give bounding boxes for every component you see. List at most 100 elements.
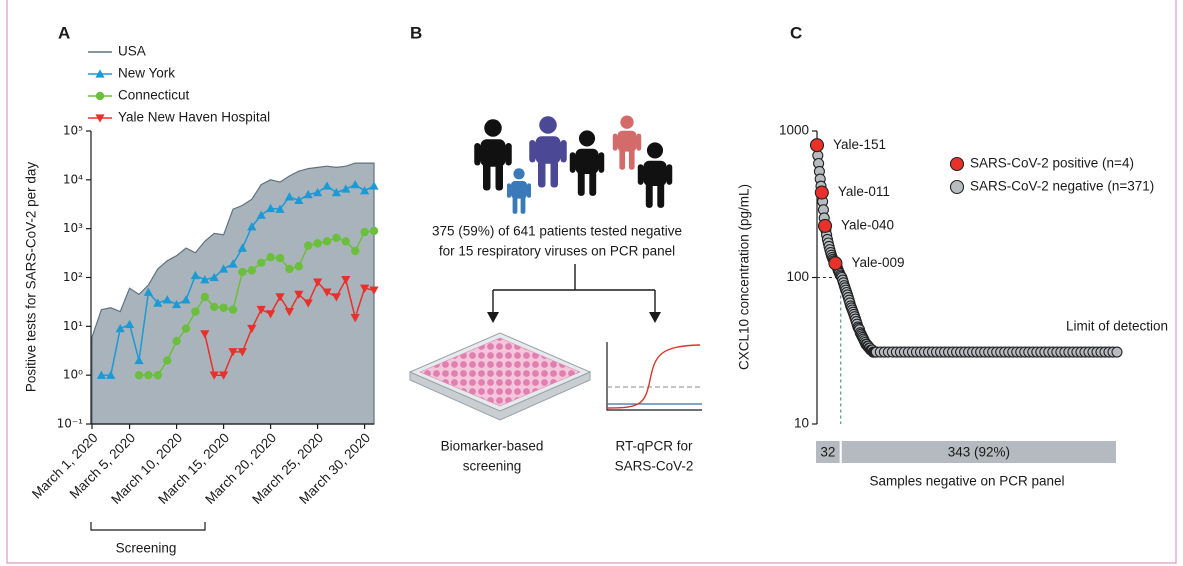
marker [134, 355, 144, 365]
y-tick-label: 10⁵ [63, 124, 83, 138]
marker [369, 226, 379, 236]
marker [228, 259, 238, 268]
marker [181, 295, 191, 304]
caption: 375 (59%) of 641 patients tested negativ… [432, 224, 682, 239]
marker [163, 356, 172, 365]
marker [247, 222, 257, 231]
point [817, 218, 833, 233]
patient-icons [474, 115, 673, 214]
count-label: 343 (92%) [948, 445, 1010, 460]
panel-label: A [58, 23, 70, 42]
marker [162, 295, 172, 304]
branch-label: Biomarker-based [441, 439, 544, 454]
marker [360, 227, 369, 237]
marker [284, 307, 294, 317]
point-label: Yale-040 [841, 217, 894, 232]
marker [181, 324, 191, 333]
marker [219, 264, 229, 273]
legend-label: Yale New Haven Hospital [118, 110, 270, 125]
marker [257, 258, 266, 267]
marker [115, 323, 125, 333]
marker [332, 233, 341, 243]
count-label: 32 [820, 445, 835, 460]
marker [256, 305, 266, 315]
y-tick-label: 10¹ [63, 319, 83, 333]
point-label: Yale-151 [833, 137, 886, 152]
marker [237, 243, 247, 252]
legend-label: SARS-CoV-2 positive (n=4) [970, 156, 1134, 171]
marker [200, 275, 210, 284]
marker [351, 246, 360, 256]
marker [200, 330, 210, 339]
point [1111, 346, 1123, 358]
y-tick-label: 1000 [779, 123, 809, 138]
marker [313, 278, 323, 287]
marker [313, 187, 323, 197]
marker [360, 284, 370, 293]
marker [275, 204, 285, 213]
y-tick-label: 10⁰ [63, 368, 83, 382]
y-tick-label: 10⁴ [63, 172, 83, 186]
y-tick-label: 100 [786, 269, 809, 284]
marker [294, 262, 303, 271]
marker [266, 253, 275, 262]
marker [172, 336, 181, 346]
y-axis-label: CXCL10 concentration (pg/mL) [737, 184, 752, 370]
marker [303, 299, 313, 308]
marker [143, 287, 153, 296]
marker [322, 288, 332, 297]
annotation: Limit of detection [1066, 319, 1168, 334]
marker [341, 237, 350, 246]
marker [266, 203, 276, 213]
screening-bracket [90, 522, 206, 531]
annotation: Screening [116, 541, 177, 556]
marker [172, 299, 182, 309]
marker [144, 370, 153, 380]
marker [350, 314, 360, 323]
x-axis-label: Samples negative on PCR panel [869, 474, 1064, 489]
marker [256, 210, 266, 219]
y-tick-label: 10³ [63, 221, 83, 235]
marker [247, 324, 257, 334]
marker [331, 293, 341, 302]
marker [95, 69, 105, 78]
arrows [487, 264, 661, 323]
marker [322, 237, 332, 246]
legend-label: New York [118, 66, 175, 81]
marker [209, 371, 219, 380]
marker [106, 370, 116, 379]
marker [237, 348, 247, 357]
marker [95, 114, 105, 123]
marker [341, 184, 351, 193]
count-bar [839, 439, 1119, 465]
marker [369, 181, 379, 190]
point-label: Yale-011 [838, 184, 890, 199]
branch-label: RT-qPCR for [615, 439, 693, 454]
legend-label: USA [118, 44, 146, 59]
legend-marker [949, 156, 965, 172]
marker [294, 290, 304, 300]
point [809, 138, 825, 153]
legend-label: Connecticut [118, 88, 190, 103]
qpcr-curve [606, 342, 702, 411]
y-tick-label: 10⁻¹ [57, 417, 84, 431]
y-axis-label: Positive tests for SARS-CoV-2 per day [24, 162, 39, 393]
caption: for 15 respiratory viruses on PCR panel [439, 244, 675, 259]
marker [95, 91, 105, 101]
marker [360, 186, 370, 195]
marker [275, 293, 285, 302]
marker [200, 292, 209, 302]
point [814, 185, 829, 200]
marker [266, 310, 276, 319]
marker [134, 370, 144, 380]
marker [209, 272, 219, 282]
marker [219, 303, 228, 312]
marker [238, 267, 247, 277]
panel-label: B [410, 23, 422, 42]
panel-label: C [790, 23, 802, 42]
area [91, 162, 375, 425]
y-tick-label: 10² [63, 270, 83, 284]
frame [6, 0, 1177, 564]
marker [153, 298, 163, 307]
